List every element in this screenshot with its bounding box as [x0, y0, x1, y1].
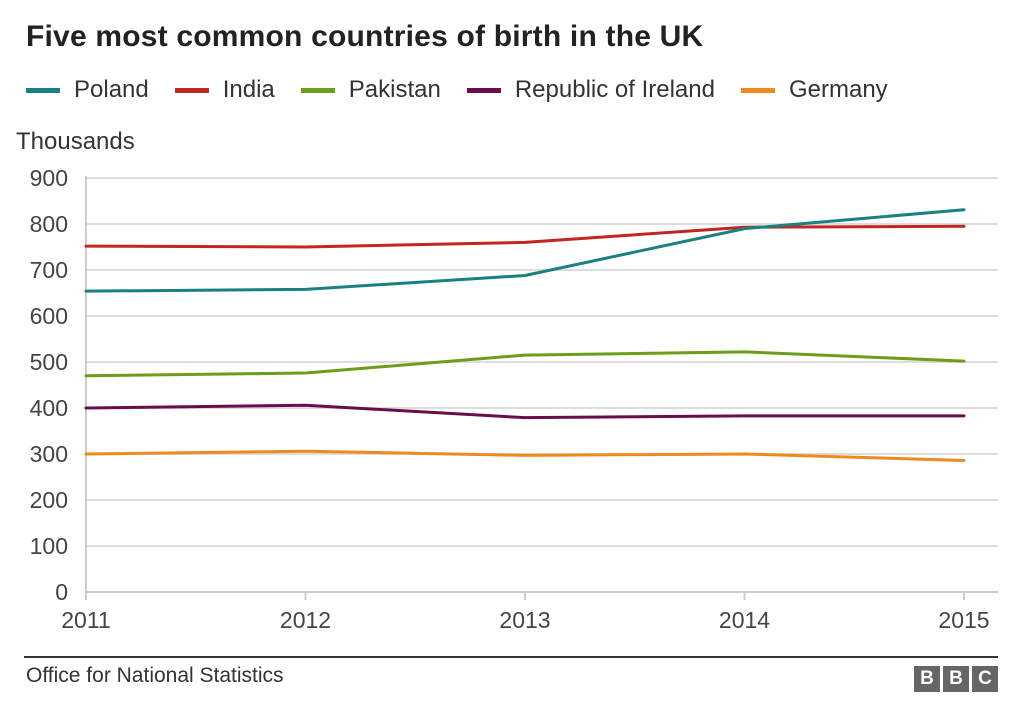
legend-swatch: [26, 87, 60, 93]
legend-item-germany: Germany: [740, 76, 888, 104]
bbc-logo-letter: C: [972, 666, 998, 692]
y-tick-label: 700: [30, 257, 68, 283]
x-tick-label: 2014: [719, 607, 770, 633]
source-label: Office for National Statistics: [26, 664, 284, 687]
x-tick-label: 2013: [499, 607, 550, 633]
legend-item-republic-of-ireland: Republic of Ireland: [466, 76, 715, 104]
x-tick-label: 2015: [938, 607, 989, 633]
y-tick-label: 300: [30, 441, 68, 467]
legend-label: Republic of Ireland: [514, 76, 715, 103]
bbc-logo-letter: B: [943, 666, 969, 692]
series-line-republic-of-ireland: [84, 403, 966, 420]
legend-item-india: India: [174, 76, 275, 104]
chart-title: Five most common countries of birth in t…: [26, 20, 704, 53]
legend-swatch: [174, 87, 209, 93]
y-tick-label: 400: [30, 395, 68, 421]
bbc-logo-letter: B: [914, 666, 940, 692]
series-line-pakistan: [84, 350, 966, 378]
series-line-poland: [84, 208, 966, 293]
line-chart: 0 100 200 300 400 500 600 700 800 900 2011 2012 2013…: [30, 165, 998, 633]
y-tick-label: 200: [30, 487, 68, 513]
legend-label: Germany: [788, 76, 888, 103]
x-tick-label: 2011: [61, 607, 110, 633]
legend-item-poland: Poland: [26, 76, 149, 104]
y-tick-label: 0: [55, 579, 68, 605]
legend-label: India: [222, 76, 275, 103]
legend-label: Poland: [74, 76, 149, 103]
bbc-logo: B B C: [911, 666, 998, 692]
legend-swatch: [300, 87, 335, 93]
footer-divider: [24, 656, 998, 658]
legend-label: Pakistan: [348, 76, 441, 103]
series-line-india: [84, 224, 966, 249]
series-line-germany: [84, 449, 966, 462]
chart-legend: Poland India Pakistan Republic of Ireland Ge…: [26, 76, 914, 104]
y-tick-label: 800: [30, 211, 68, 237]
y-tick-label: 500: [30, 349, 68, 375]
y-tick-label: 900: [30, 165, 68, 191]
legend-swatch: [466, 87, 501, 93]
y-tick-label: 600: [30, 303, 68, 329]
legend-item-pakistan: Pakistan: [300, 76, 441, 104]
y-tick-label: 100: [30, 533, 68, 559]
x-tick-label: 2012: [280, 607, 331, 633]
legend-swatch: [740, 87, 775, 93]
y-axis-unit-label: Thousands: [16, 128, 135, 155]
